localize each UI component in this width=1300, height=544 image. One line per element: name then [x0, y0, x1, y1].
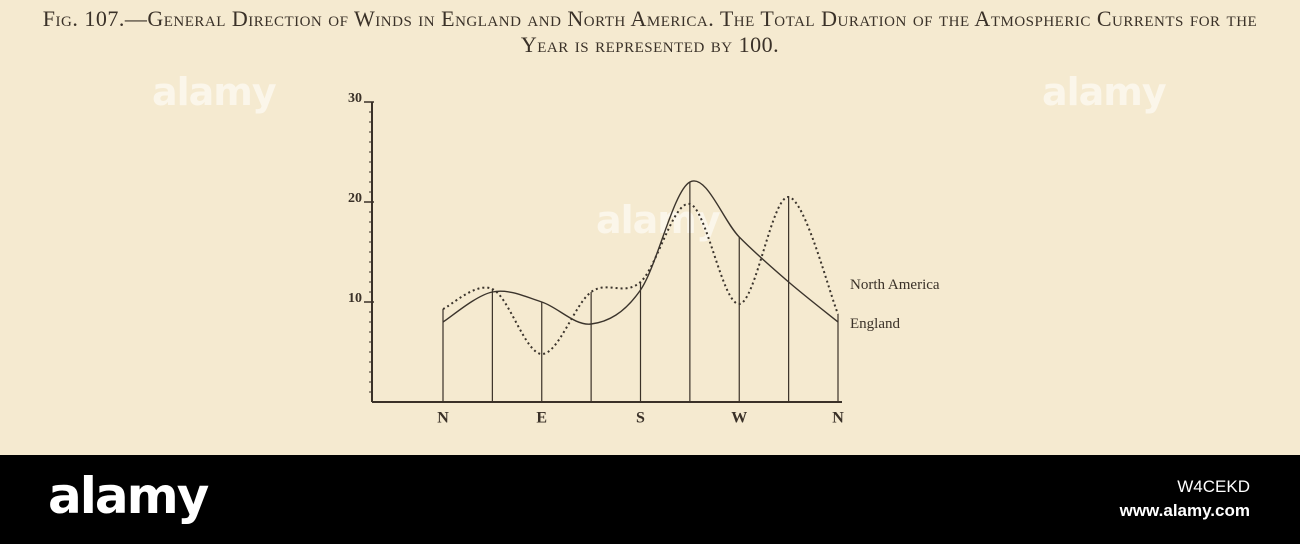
- x-tick-label: N: [832, 410, 844, 427]
- chart: 10 20 30 N E S W N: [348, 91, 844, 427]
- x-tick-label: W: [731, 410, 747, 427]
- x-tick-label: S: [636, 410, 645, 427]
- footer-url: www.alamy.com: [1119, 501, 1250, 520]
- y-tick-label: 30: [348, 91, 362, 106]
- x-tick-label: E: [536, 410, 547, 427]
- y-tick-label: 10: [348, 291, 362, 306]
- image-id: W4CEKD: [1177, 477, 1250, 496]
- watermark: alamy: [1042, 70, 1167, 114]
- legend-entry: England: [850, 316, 900, 332]
- x-tick-label: N: [437, 410, 449, 427]
- y-tick-label: 20: [348, 191, 362, 206]
- series-line: [442, 180, 839, 325]
- watermark: alamy: [152, 70, 277, 114]
- legend-entry: North America: [850, 277, 940, 293]
- chart-title: Fig. 107.—General Direction of Winds in …: [42, 6, 1258, 57]
- footer-bar: alamy W4CEKD www.alamy.com: [0, 455, 1300, 544]
- series-line: [442, 195, 839, 356]
- watermark: alamy: [596, 198, 721, 242]
- footer-logo: alamy: [48, 467, 209, 525]
